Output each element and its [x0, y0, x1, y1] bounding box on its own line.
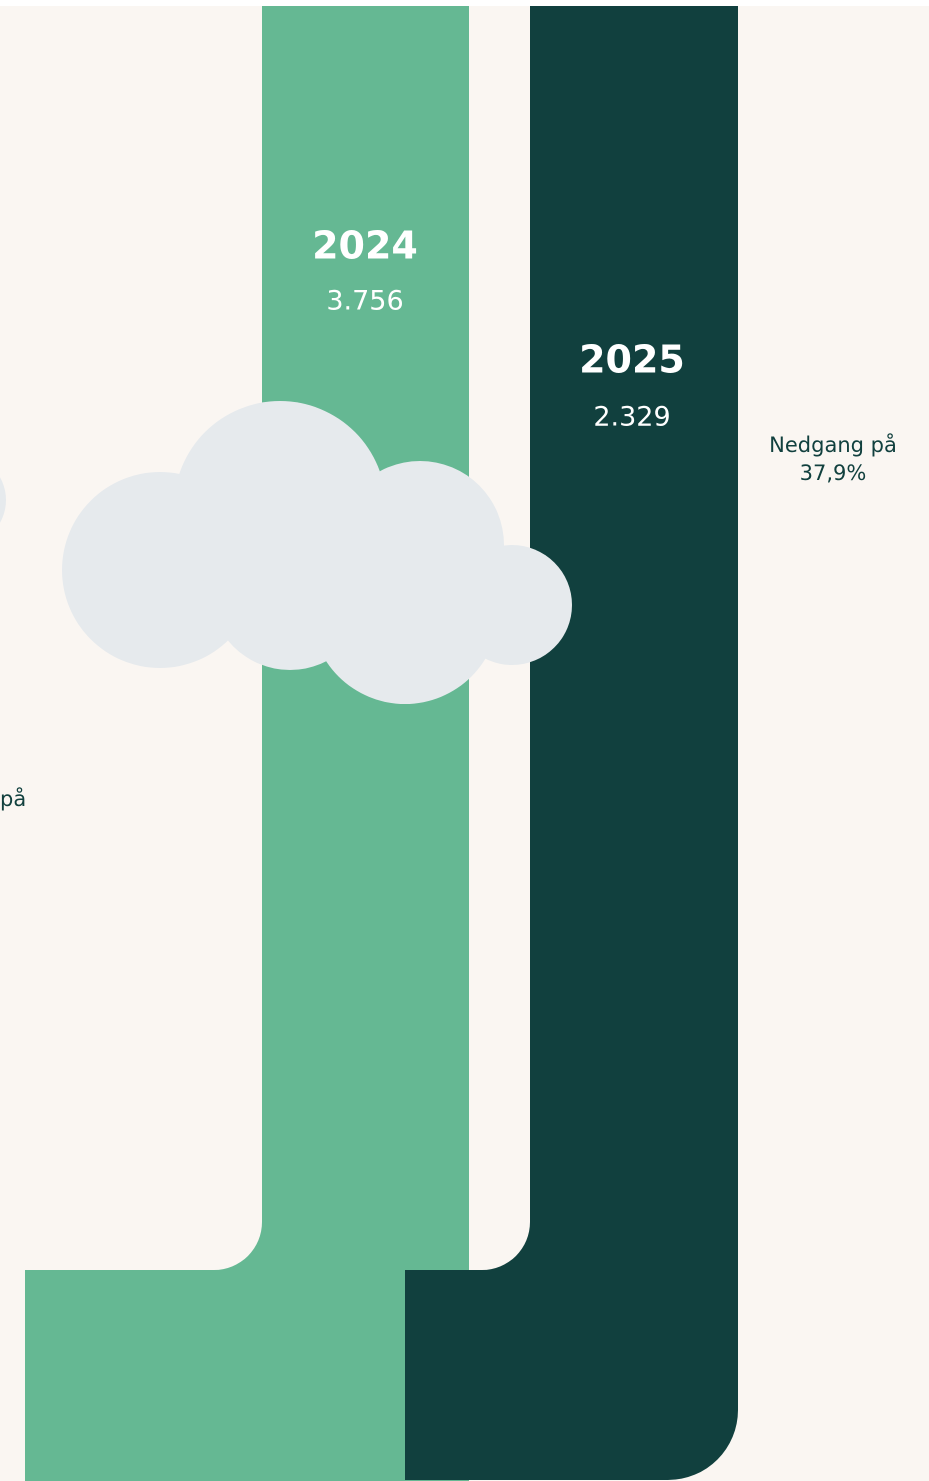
cloud-edge — [0, 477, 6, 523]
bar-2024 — [25, 6, 469, 1481]
year-label: 2024 — [312, 224, 418, 268]
cloud — [62, 401, 572, 704]
annotation: Nedgang på — [769, 432, 897, 457]
year-label: 2025 — [579, 338, 685, 382]
value-label: 2.329 — [593, 402, 670, 433]
annotation: på — [0, 786, 26, 811]
value-label: 3.756 — [326, 286, 403, 317]
bar-2025 — [405, 6, 738, 1480]
annotation: 37,9% — [800, 461, 867, 485]
